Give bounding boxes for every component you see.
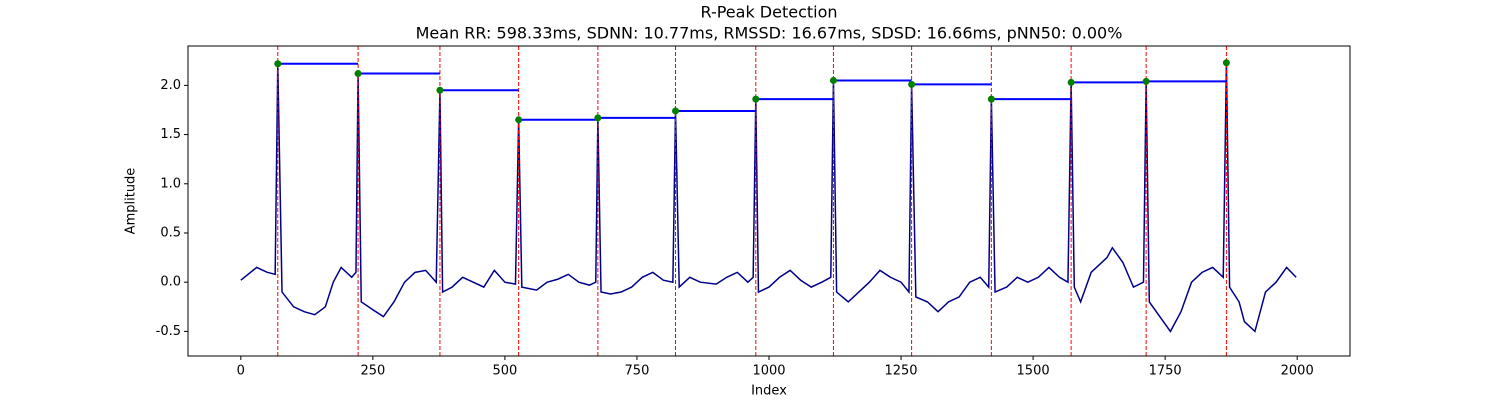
peak-point	[908, 80, 916, 88]
y-tick-label: 1.0	[160, 176, 181, 191]
x-tick-label: 250	[360, 364, 385, 379]
peak-point	[436, 86, 444, 94]
peak-point	[274, 60, 282, 68]
peak-point	[672, 107, 680, 115]
peak-point	[987, 95, 995, 103]
x-axis-label: Index	[751, 384, 787, 399]
y-axis-label: Amplitude	[124, 168, 139, 235]
peak-point	[1142, 77, 1150, 85]
x-tick-label: 1750	[1149, 364, 1182, 379]
y-tick-label: 0.0	[160, 275, 181, 290]
x-tick-label: 0	[237, 364, 245, 379]
x-tick-label: 1000	[752, 364, 785, 379]
y-tick-label: -0.5	[156, 324, 181, 339]
x-tick-label: 1250	[884, 364, 917, 379]
x-tick-label: 2000	[1281, 364, 1314, 379]
peak-point	[1222, 59, 1230, 67]
chart-subtitle: Mean RR: 598.33ms, SDNN: 10.77ms, RMSSD:…	[416, 24, 1123, 43]
x-tick-label: 500	[492, 364, 517, 379]
peak-point	[752, 95, 760, 103]
peak-point	[594, 114, 602, 122]
plot-frame	[187, 45, 1351, 357]
y-tick-label: 1.5	[160, 127, 181, 142]
x-tick-label: 750	[625, 364, 650, 379]
x-tick-label: 1500	[1017, 364, 1050, 379]
y-tick-label: 0.5	[160, 225, 181, 240]
peak-point	[354, 70, 362, 78]
y-tick-label: 2.0	[160, 78, 181, 93]
peak-point	[829, 76, 837, 84]
signal-line	[240, 62, 1297, 333]
peak-point	[1067, 78, 1075, 86]
chart-title: R-Peak Detection	[700, 3, 837, 22]
peak-point	[515, 116, 523, 124]
